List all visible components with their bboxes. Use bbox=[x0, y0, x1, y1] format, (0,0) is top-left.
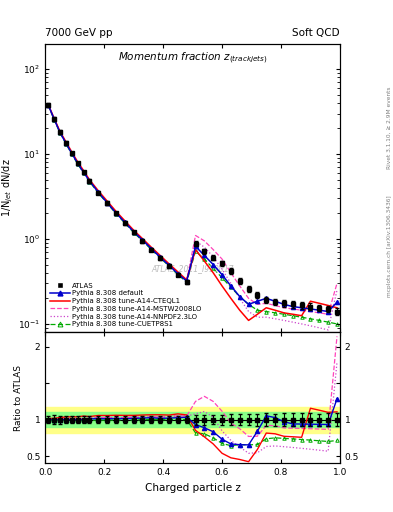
Text: Rivet 3.1.10, ≥ 2.9M events: Rivet 3.1.10, ≥ 2.9M events bbox=[387, 87, 392, 169]
Legend: ATLAS, Pythia 8.308 default, Pythia 8.308 tune-A14-CTEQL1, Pythia 8.308 tune-A14: ATLAS, Pythia 8.308 default, Pythia 8.30… bbox=[49, 281, 203, 329]
Y-axis label: 1/N$_{jet}$ dN/dz: 1/N$_{jet}$ dN/dz bbox=[1, 159, 15, 217]
Y-axis label: Ratio to ATLAS: Ratio to ATLAS bbox=[14, 365, 23, 431]
Text: ATLAS_2011_I919017: ATLAS_2011_I919017 bbox=[151, 264, 234, 273]
X-axis label: Charged particle z: Charged particle z bbox=[145, 483, 241, 493]
Text: mcplots.cern.ch [arXiv:1306.3436]: mcplots.cern.ch [arXiv:1306.3436] bbox=[387, 195, 392, 296]
Text: Soft QCD: Soft QCD bbox=[292, 28, 340, 38]
Text: Momentum fraction z$_{(track jets)}$: Momentum fraction z$_{(track jets)}$ bbox=[118, 51, 268, 66]
Text: 7000 GeV pp: 7000 GeV pp bbox=[45, 28, 113, 38]
